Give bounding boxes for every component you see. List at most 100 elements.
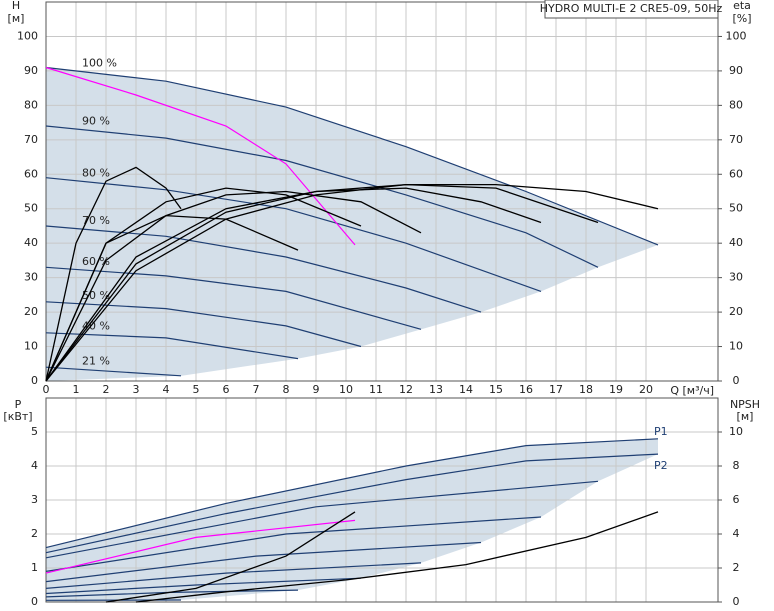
y-tick-label: 50 [24, 202, 38, 215]
y-tick-label: 3 [31, 493, 38, 506]
curve [45, 190, 422, 382]
x-tick-label: 18 [579, 383, 593, 396]
y-label: H [12, 0, 20, 12]
y2-tick-label: 20 [729, 305, 743, 318]
y2-label: eta [733, 0, 751, 12]
y-tick-label: 1 [31, 561, 38, 574]
curve [45, 66, 659, 246]
x-tick-label: 15 [489, 383, 503, 396]
plots: 0 1 2 3 4 5 6 7 8 9 10 11 12 13 14 15 16 17 18 19 2001020304… [17, 1, 747, 608]
x-tick-label: 3 [133, 383, 140, 396]
curve [45, 125, 599, 268]
x-tick-label: 9 [313, 383, 320, 396]
curve [45, 562, 422, 589]
y-tick-label: 5 [31, 425, 38, 438]
y-tick-label: 0 [31, 595, 38, 608]
x-tick-label: 10 [339, 383, 353, 396]
x-tick-label: 5 [193, 383, 200, 396]
title-box [544, 0, 719, 19]
x-tick-label: 4 [163, 383, 170, 396]
x-tick-label: 6 [223, 383, 230, 396]
y2-tick-label: 2 [733, 561, 740, 574]
plot-frame [45, 397, 719, 603]
x-label: Q [м³/ч] [670, 384, 714, 397]
x-tick-label: 7 [253, 383, 260, 396]
y-tick-label: 10 [24, 340, 38, 353]
curve [45, 438, 659, 549]
curve [45, 516, 542, 572]
x-tick-label: 0 [43, 383, 50, 396]
curve-label: 50 % [82, 289, 110, 302]
curve [45, 480, 599, 559]
x-tick-label: 19 [609, 383, 623, 396]
y2-tick-label: 50 [729, 202, 743, 215]
y2-tick-label: 6 [733, 493, 740, 506]
y2-tick-label: 60 [729, 167, 743, 180]
curve [45, 577, 362, 595]
y-tick-label: 20 [24, 305, 38, 318]
x-tick-label: 20 [639, 383, 653, 396]
y2-tick-label: 70 [729, 133, 743, 146]
y2-unit: [м] [737, 410, 754, 423]
curve-label: P1 [654, 425, 668, 438]
curve [45, 332, 299, 360]
curve-label: 60 % [82, 255, 110, 268]
x-tick-label: 16 [519, 383, 533, 396]
curve-label: P2 [654, 459, 668, 472]
y-tick-label: 90 [24, 64, 38, 77]
y2-tick-label: 0 [733, 595, 740, 608]
y2-tick-label: 90 [729, 64, 743, 77]
x-tick-label: 1 [73, 383, 80, 396]
y2-tick-label: 4 [733, 527, 740, 540]
curve-label: 100 % [82, 57, 117, 70]
curve [45, 453, 659, 554]
curve [45, 541, 482, 583]
y-unit: [кВт] [3, 410, 32, 423]
y2-label: NPSH [730, 398, 760, 411]
curve [45, 301, 362, 348]
curve [45, 177, 542, 292]
y2-tick-label: 8 [733, 459, 740, 472]
y-tick-label: 80 [24, 98, 38, 111]
curve [45, 66, 356, 246]
y-tick-label: 60 [24, 167, 38, 180]
y-tick-label: 40 [24, 236, 38, 249]
curve [45, 266, 422, 330]
curve-label: 21 % [82, 355, 110, 368]
y2-tick-label: 80 [729, 98, 743, 111]
y-tick-label: 100 [17, 29, 38, 42]
curve [105, 511, 356, 603]
curve [45, 187, 542, 382]
curve [135, 511, 659, 603]
y-tick-label: 30 [24, 271, 38, 284]
plot-frame [45, 1, 719, 382]
curve [45, 225, 482, 313]
y-label: P [15, 398, 22, 411]
curve [45, 214, 299, 382]
operating-region [46, 67, 658, 382]
y2-tick-label: 100 [726, 29, 747, 42]
y-tick-label: 4 [31, 459, 38, 472]
curve [45, 366, 182, 377]
y-unit: [м] [8, 12, 25, 25]
y2-tick-label: 40 [729, 236, 743, 249]
y2-tick-label: 10 [729, 425, 743, 438]
y-tick-label: 0 [31, 374, 38, 387]
x-tick-label: 12 [399, 383, 413, 396]
curve-label: 80 % [82, 166, 110, 179]
y2-tick-label: 10 [729, 340, 743, 353]
y2-tick-label: 0 [733, 374, 740, 387]
curve [45, 519, 356, 574]
chart-title: HYDRO MULTI-E 2 CRE5-09, 50Hz [540, 2, 723, 15]
y-tick-label: 2 [31, 527, 38, 540]
y2-tick-label: 30 [729, 271, 743, 284]
curve-label: 90 % [82, 115, 110, 128]
curve [45, 166, 182, 382]
x-tick-label: 14 [459, 383, 473, 396]
curve-label: 70 % [82, 214, 110, 227]
x-tick-label: 11 [369, 383, 383, 396]
y-tick-label: 70 [24, 133, 38, 146]
x-tick-label: 8 [283, 383, 290, 396]
